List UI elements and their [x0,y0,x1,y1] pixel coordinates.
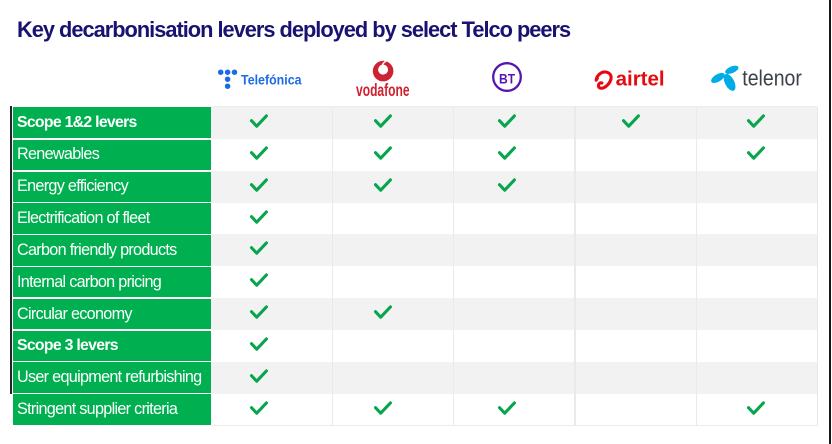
svg-text:vodafone: vodafone [356,81,410,98]
svg-text:airtel: airtel [616,68,665,91]
svg-text:BT: BT [499,70,515,86]
svg-text:telenor: telenor [742,66,802,90]
svg-text:Telefónica: Telefónica [241,72,302,88]
